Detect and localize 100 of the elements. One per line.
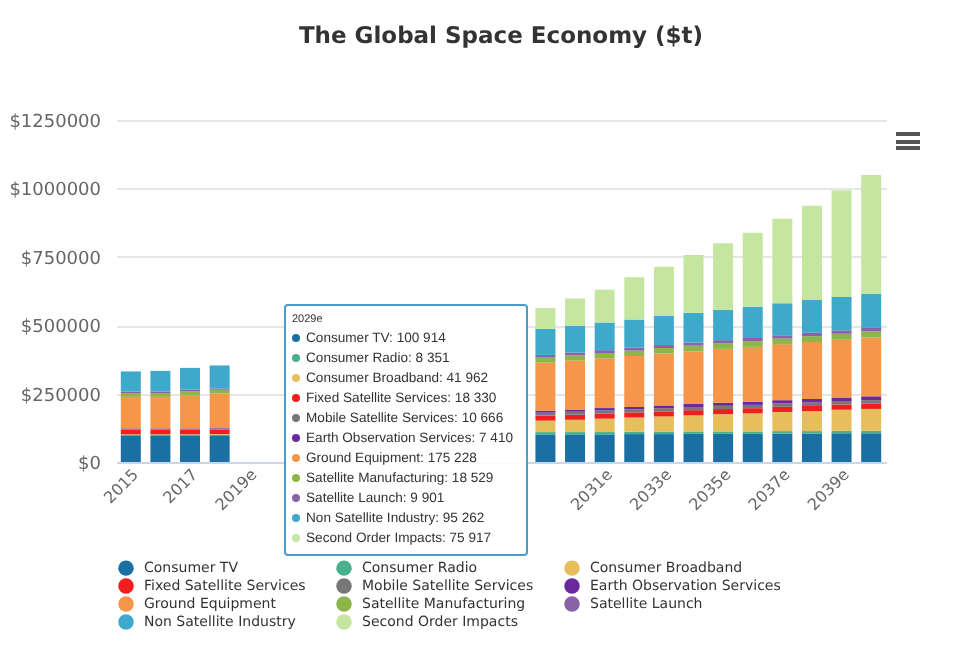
bar [742, 413, 763, 432]
bar [653, 316, 674, 346]
bar [713, 409, 734, 415]
bar [742, 306, 763, 338]
bar [209, 436, 230, 462]
bar [653, 348, 674, 354]
bar [772, 411, 793, 432]
bar [565, 419, 586, 433]
bar [594, 358, 615, 409]
bar [683, 312, 704, 343]
bar [150, 429, 171, 435]
bar [801, 433, 822, 462]
bar [209, 365, 230, 389]
bar [713, 343, 734, 349]
bar [801, 299, 822, 333]
bar [594, 418, 615, 433]
bar [594, 434, 615, 462]
bar [535, 357, 556, 363]
bar [180, 394, 201, 429]
bar [624, 356, 645, 407]
bar [120, 429, 141, 435]
chart-title: The Global Space Economy ($t) [298, 21, 704, 49]
bar [831, 190, 852, 297]
bar [831, 339, 852, 398]
bar [861, 293, 882, 328]
bar [801, 336, 822, 343]
bar [772, 344, 793, 401]
bar [180, 436, 201, 462]
bar [831, 333, 852, 340]
bar [565, 360, 586, 410]
y-tick-label: $0 [78, 455, 102, 475]
bar [801, 205, 822, 300]
bar [683, 345, 704, 352]
bar [861, 408, 882, 431]
bar [653, 416, 674, 432]
bar [772, 433, 793, 462]
y-tick-label: $1250000 [9, 113, 102, 133]
bar [861, 331, 882, 338]
bar [772, 406, 793, 412]
bar [209, 429, 230, 435]
bar [801, 411, 822, 432]
bar [772, 303, 793, 336]
bar [535, 415, 556, 421]
bar [594, 353, 615, 359]
bar [565, 355, 586, 361]
bar [831, 404, 852, 410]
bar [535, 434, 556, 462]
bar [772, 218, 793, 304]
bar [594, 322, 615, 351]
bar [150, 436, 171, 462]
bar [150, 396, 171, 429]
bar [180, 367, 201, 390]
bar [624, 434, 645, 462]
bar [653, 411, 674, 417]
bar [683, 415, 704, 432]
bar [742, 408, 763, 414]
bar [801, 405, 822, 412]
bar [861, 433, 882, 462]
bar [831, 296, 852, 331]
bar [624, 350, 645, 357]
bar [713, 309, 734, 341]
bar [653, 266, 674, 317]
bar [713, 348, 734, 403]
bar [209, 393, 230, 429]
bar [565, 434, 586, 462]
bar [565, 298, 586, 326]
bar [624, 412, 645, 418]
bar [120, 371, 141, 392]
bar [683, 255, 704, 313]
y-tick-label: $1000000 [9, 181, 102, 202]
y-tick-label: $750000 [20, 249, 102, 270]
y-tick-label: $250000 [20, 386, 102, 407]
bar [535, 420, 556, 433]
bar [150, 370, 171, 392]
bar [535, 308, 556, 329]
bar [120, 436, 141, 462]
bar [713, 433, 734, 462]
bar [624, 319, 645, 348]
bar [683, 433, 704, 462]
bar [831, 409, 852, 431]
bar [653, 434, 674, 462]
bar [742, 346, 763, 402]
bar [713, 414, 734, 432]
bar [535, 362, 556, 411]
bar [624, 277, 645, 320]
bar [594, 413, 615, 419]
bar [742, 341, 763, 347]
bar [742, 232, 763, 307]
bar [180, 429, 201, 435]
bar [535, 328, 556, 355]
bar [565, 414, 586, 420]
y-tick-label: $500000 [20, 318, 102, 339]
bar [683, 410, 704, 416]
bar [683, 351, 704, 404]
bar [831, 433, 852, 462]
bar [624, 417, 645, 432]
bar [861, 337, 882, 397]
bar [801, 342, 822, 399]
bar [861, 174, 882, 294]
bar [120, 396, 141, 429]
